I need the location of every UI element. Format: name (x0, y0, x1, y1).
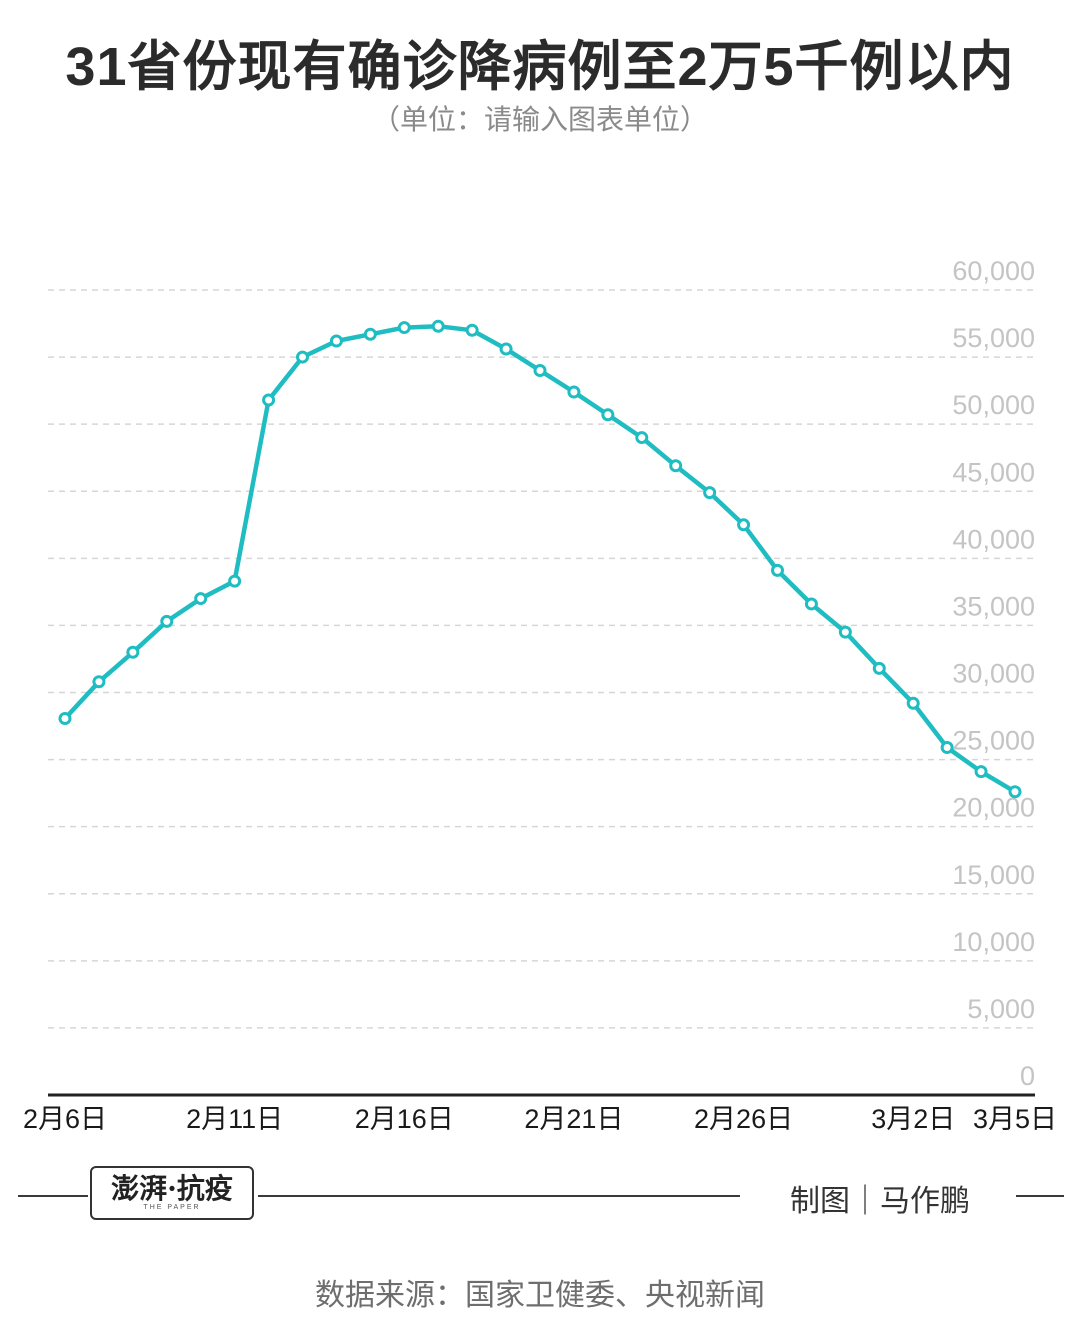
data-point (228, 574, 242, 588)
footer-divider-middle (258, 1195, 740, 1197)
data-point (431, 319, 445, 333)
data-point (397, 321, 411, 335)
data-point (499, 342, 513, 356)
data-point (940, 741, 954, 755)
series-layer (58, 319, 1022, 799)
data-point (669, 459, 683, 473)
y-tick-label: 55,000 (952, 323, 1035, 353)
data-point (1008, 785, 1022, 799)
page-title: 31省份现有确诊降病例至2万5千例以内 (65, 37, 1015, 97)
y-tick-label: 30,000 (952, 659, 1035, 689)
line-chart: 0 5,000 10,000 15,000 20,000 25,000 30,000 35,0… (23, 256, 1057, 1134)
x-tick-label: 2月11日 (186, 1104, 283, 1134)
data-point (771, 563, 784, 577)
data-point (635, 431, 649, 445)
y-tick-label: 0 (1020, 1061, 1035, 1091)
data-point (838, 625, 852, 639)
data-point (737, 518, 751, 532)
footer-divider-left (18, 1195, 88, 1197)
y-tick-label: 10,000 (952, 927, 1035, 957)
data-point (58, 712, 72, 726)
x-tick-label: 3月5日 (973, 1104, 1057, 1134)
grid-lines (48, 289, 1035, 1029)
data-point (703, 486, 717, 500)
data-point (465, 323, 479, 337)
logo-subtext: THE PAPER (143, 1204, 201, 1211)
y-tick-label: 35,000 (952, 591, 1035, 621)
x-tick-label: 3月2日 (871, 1104, 955, 1134)
logo-text: 澎湃·抗疫 (111, 1172, 233, 1205)
y-tick-label: 20,000 (952, 793, 1035, 823)
y-tick-label: 50,000 (952, 390, 1035, 420)
chart-credit: 制图｜马作鹏 (790, 1185, 970, 1218)
data-point (126, 645, 140, 659)
x-tick-label: 2月6日 (23, 1104, 107, 1134)
x-tick-label: 2月21日 (524, 1104, 623, 1134)
y-tick-label: 15,000 (952, 860, 1035, 890)
data-point (601, 408, 615, 422)
x-tick-label: 2月16日 (355, 1104, 454, 1134)
data-point (567, 385, 581, 399)
y-tick-label: 5,000 (967, 994, 1035, 1024)
data-point (872, 661, 886, 675)
data-point (329, 334, 343, 348)
y-tick-label: 25,000 (952, 726, 1035, 756)
x-tick-label: 2月26日 (694, 1104, 793, 1134)
data-point (974, 765, 988, 779)
data-point (363, 327, 377, 341)
x-axis: 2月6日 2月11日 2月16日 2月21日 2月26日 3月2日 3月5日 (23, 1093, 1057, 1134)
y-tick-label: 45,000 (952, 457, 1035, 487)
data-point (906, 696, 920, 710)
y-tick-label: 40,000 (952, 524, 1035, 554)
data-point (92, 675, 106, 689)
data-point (194, 592, 208, 606)
footer-divider-right (1016, 1195, 1064, 1197)
data-point (160, 614, 174, 628)
logo: 澎湃·抗疫 THE PAPER (90, 1166, 254, 1220)
data-point (262, 393, 276, 407)
y-tick-label: 60,000 (952, 256, 1035, 286)
data-point (533, 364, 547, 377)
data-source: 数据来源：国家卫健委、央视新闻 (315, 1279, 765, 1312)
chart-subtitle: （单位：请输入图表单位） (371, 104, 708, 135)
data-point (804, 597, 818, 611)
data-point (296, 350, 309, 364)
y-axis-ticks: 0 5,000 10,000 15,000 20,000 25,000 30,000 35,0… (952, 256, 1035, 1091)
